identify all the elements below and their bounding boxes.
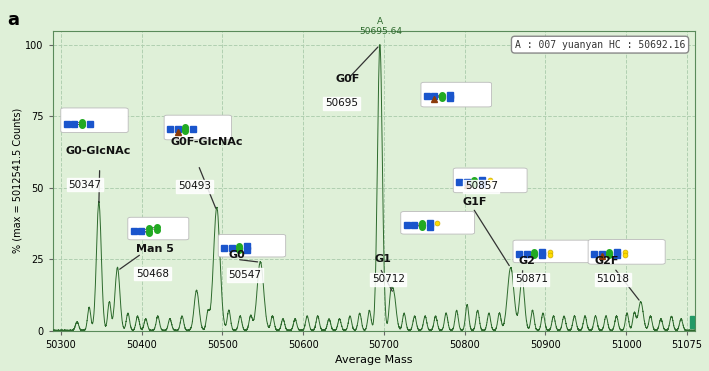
FancyBboxPatch shape — [421, 82, 491, 107]
Text: G0F: G0F — [335, 74, 359, 84]
FancyBboxPatch shape — [513, 240, 590, 263]
Text: G0: G0 — [228, 250, 245, 260]
Text: G0-GlcNAc: G0-GlcNAc — [66, 145, 131, 155]
Text: G2F: G2F — [595, 256, 619, 266]
Text: G2: G2 — [519, 256, 536, 266]
Text: 50712: 50712 — [372, 274, 405, 284]
FancyBboxPatch shape — [128, 217, 189, 240]
Text: 50547: 50547 — [228, 270, 261, 280]
FancyBboxPatch shape — [401, 211, 474, 234]
Text: G1: G1 — [374, 254, 391, 264]
Y-axis label: % (max = 5012541.5 Counts): % (max = 5012541.5 Counts) — [13, 108, 23, 253]
Text: A : 007 yuanyan HC : 50692.16: A : 007 yuanyan HC : 50692.16 — [515, 40, 685, 50]
Text: 50857: 50857 — [464, 181, 498, 191]
FancyBboxPatch shape — [218, 234, 286, 257]
Text: 51018: 51018 — [596, 274, 630, 284]
Text: a: a — [7, 11, 19, 29]
FancyBboxPatch shape — [164, 115, 232, 140]
FancyBboxPatch shape — [690, 316, 693, 328]
Text: Man 5: Man 5 — [136, 244, 174, 254]
Text: 50468: 50468 — [136, 269, 169, 279]
FancyBboxPatch shape — [61, 108, 128, 132]
Text: G0F-GlcNAc: G0F-GlcNAc — [171, 137, 243, 147]
Text: 50493: 50493 — [178, 181, 211, 191]
Text: A
50695.64: A 50695.64 — [359, 17, 402, 36]
FancyBboxPatch shape — [453, 168, 527, 193]
X-axis label: Average Mass: Average Mass — [335, 355, 413, 365]
Text: G1F: G1F — [462, 197, 486, 207]
Text: 50695: 50695 — [325, 98, 358, 108]
Text: 50871: 50871 — [515, 274, 548, 284]
Text: 50347: 50347 — [68, 180, 101, 190]
FancyBboxPatch shape — [588, 240, 665, 264]
